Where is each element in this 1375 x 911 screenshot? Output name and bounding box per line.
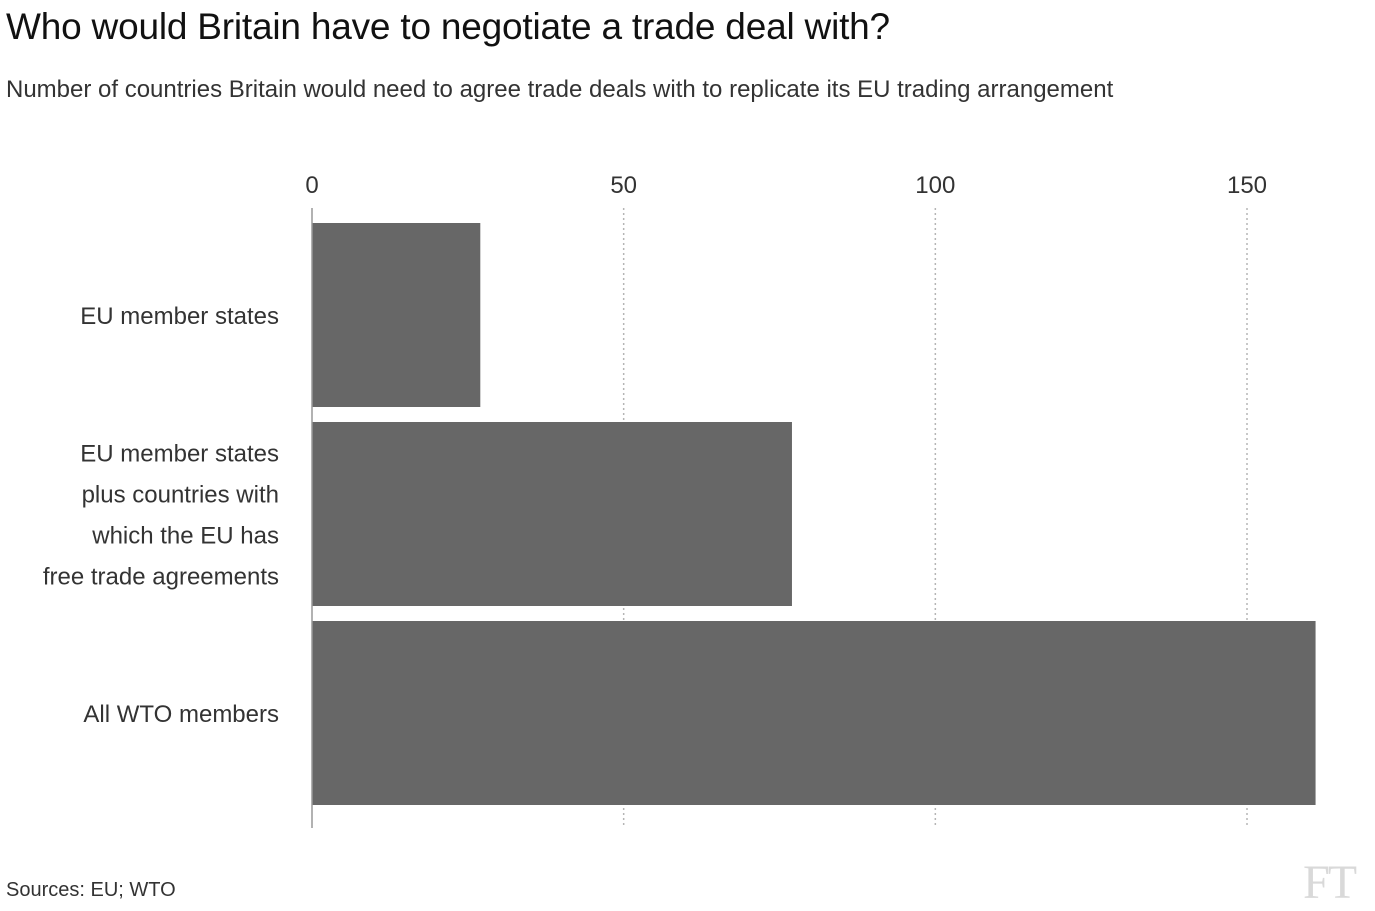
bar <box>312 223 481 407</box>
chart-subtitle: Number of countries Britain would need t… <box>6 76 1114 103</box>
bar <box>312 621 1316 805</box>
category-label-line: free trade agreements <box>43 564 279 591</box>
category-label: EU member states plus countries with which… <box>43 441 279 591</box>
category-label: All WTO members <box>83 701 279 728</box>
bar <box>312 422 792 606</box>
category-label-line: EU member states <box>80 441 279 468</box>
source-note: Sources: EU; WTO <box>6 879 176 901</box>
chart-title: Who would Britain have to negotiate a tr… <box>6 6 890 47</box>
x-tick-label: 100 <box>915 172 955 199</box>
x-tick-label: 0 <box>305 172 318 199</box>
ft-logo: FT <box>1303 856 1357 909</box>
x-tick-label: 150 <box>1227 172 1267 199</box>
category-label-line: plus countries with <box>82 482 279 509</box>
category-label-line: EU member states <box>80 303 279 330</box>
category-label: EU member states <box>80 303 279 330</box>
category-label-line: All WTO members <box>83 701 279 728</box>
x-tick-label: 50 <box>610 172 637 199</box>
category-label-line: which the EU has <box>91 523 279 550</box>
